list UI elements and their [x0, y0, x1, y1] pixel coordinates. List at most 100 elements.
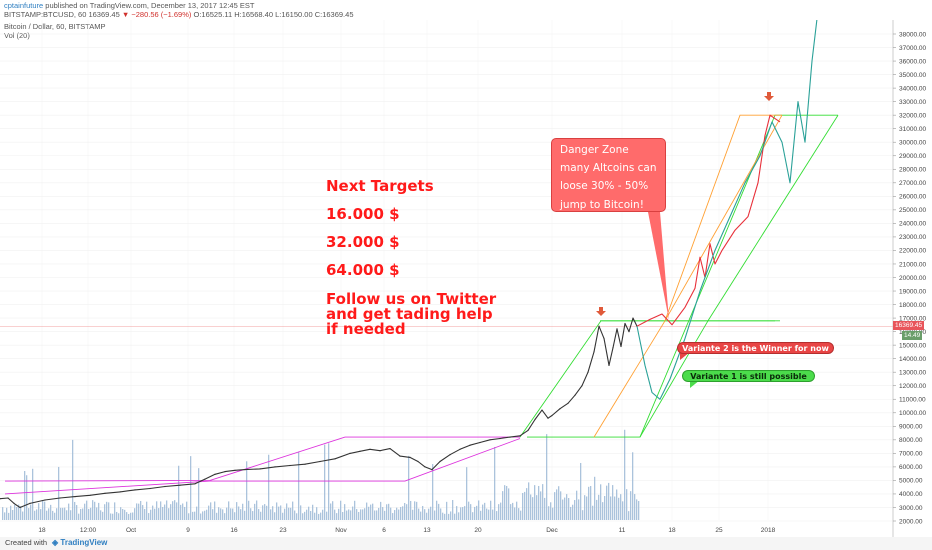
volume-bar	[22, 511, 24, 520]
tradingview-logo[interactable]: ◈ TradingView	[52, 538, 107, 547]
volume-bar	[356, 509, 358, 520]
price-point	[608, 364, 610, 366]
volume-bar	[526, 488, 528, 520]
volume-bar	[528, 482, 530, 520]
y-tick-label: 13000.00	[899, 369, 926, 376]
volume-bar	[50, 504, 52, 520]
volume-bar	[188, 513, 190, 520]
volume-tag: 14.49	[902, 331, 923, 340]
volume-bar	[626, 489, 628, 520]
volume-bar	[216, 512, 218, 520]
volume-bar	[324, 444, 326, 520]
volume-bar	[388, 503, 390, 520]
variante-2-label: Variante 2 is the Winner for now	[677, 342, 834, 354]
volume-bar	[592, 505, 594, 520]
volume-bar	[470, 504, 472, 520]
volume-bar	[502, 491, 504, 520]
volume-bar	[544, 497, 546, 520]
volume-bar	[372, 503, 374, 520]
price-point	[234, 469, 236, 471]
volume-bar	[292, 501, 294, 520]
volume-bar	[316, 507, 318, 520]
volume-bar	[382, 507, 384, 520]
price-point	[519, 435, 521, 437]
danger-zone-callout: Danger Zone many Altcoins can loose 30% …	[551, 138, 666, 212]
volume-bar	[96, 507, 98, 520]
volume-bar	[618, 497, 620, 520]
volume-bar	[622, 501, 624, 520]
price-point	[319, 460, 321, 463]
volume-bar	[468, 501, 470, 520]
author-link[interactable]: cptainfuture	[4, 1, 44, 10]
volume-bar	[328, 443, 330, 520]
volume-bar	[76, 505, 78, 520]
volume-bar	[4, 512, 6, 520]
volume-bar	[152, 505, 154, 520]
volume-bar	[426, 512, 428, 520]
volume-bar	[202, 511, 204, 520]
volume-bar	[130, 512, 132, 520]
volume-bar	[332, 501, 334, 520]
volume-bar	[512, 502, 514, 520]
volume-bar	[414, 501, 416, 520]
y-tick-label: 25000.00	[899, 207, 926, 214]
y-tick-label: 37000.00	[899, 45, 926, 52]
volume-bar	[162, 507, 164, 520]
volume-bar	[312, 504, 314, 520]
volume-bar	[84, 503, 86, 520]
volume-bar	[184, 506, 186, 520]
volume-bar	[398, 509, 400, 520]
volume-bar	[266, 505, 268, 520]
x-tick-label: 23	[279, 527, 287, 534]
volume-bar	[362, 509, 364, 520]
volume-bar	[536, 495, 538, 520]
y-tick-label: 30000.00	[899, 140, 926, 147]
follow-line-1: Follow us on Twitter	[326, 290, 497, 308]
volume-bar	[164, 504, 166, 520]
volume-bar	[150, 509, 152, 520]
callout-pointer	[648, 212, 669, 320]
x-tick-label: 20	[474, 527, 482, 534]
volume-bar	[224, 513, 226, 520]
footer-bar: Created with	[0, 537, 932, 550]
volume-bar	[116, 511, 118, 520]
price-point	[547, 417, 549, 419]
price-point	[567, 402, 569, 404]
volume-bar	[310, 510, 312, 520]
price-point	[469, 444, 471, 446]
volume-bar	[132, 512, 134, 520]
volume-bar	[392, 513, 394, 520]
volume-bar	[192, 511, 194, 520]
volume-bar	[206, 509, 208, 520]
y-tick-label: 32000.00	[899, 112, 926, 119]
volume-bar	[214, 501, 216, 520]
y-tick-label: 19000.00	[899, 288, 926, 295]
volume-bar	[270, 509, 272, 520]
volume-bar	[288, 507, 290, 520]
volume-bar	[540, 491, 542, 520]
volume-bar	[364, 508, 366, 520]
volume-bar	[182, 503, 184, 520]
volume-bar	[24, 471, 26, 520]
x-tick-label: 18	[38, 527, 46, 534]
down-arrow-icon	[596, 307, 606, 316]
x-tick-label: 25	[715, 527, 723, 534]
volume-bar	[322, 509, 324, 520]
y-tick-label: 2000.00	[899, 518, 923, 525]
price-point	[244, 469, 246, 471]
y-tick-label: 28000.00	[899, 167, 926, 174]
volume-bar	[154, 508, 156, 520]
volume-bar	[510, 504, 512, 520]
price-point	[104, 492, 106, 494]
volume-bar	[194, 511, 196, 520]
volume-bar	[412, 509, 414, 520]
volume-bar	[298, 451, 300, 520]
volume-bar	[464, 506, 466, 520]
volume-bar	[638, 501, 640, 520]
volume-bar	[212, 509, 214, 520]
orange-channel-a	[593, 114, 782, 438]
volume-bar	[170, 504, 172, 520]
volume-bar	[348, 509, 350, 520]
volume-bar	[378, 507, 380, 520]
price-chart[interactable]: 2000.00 3000.00 4000.00 5000.00 6000.00 7000.…	[0, 20, 932, 537]
